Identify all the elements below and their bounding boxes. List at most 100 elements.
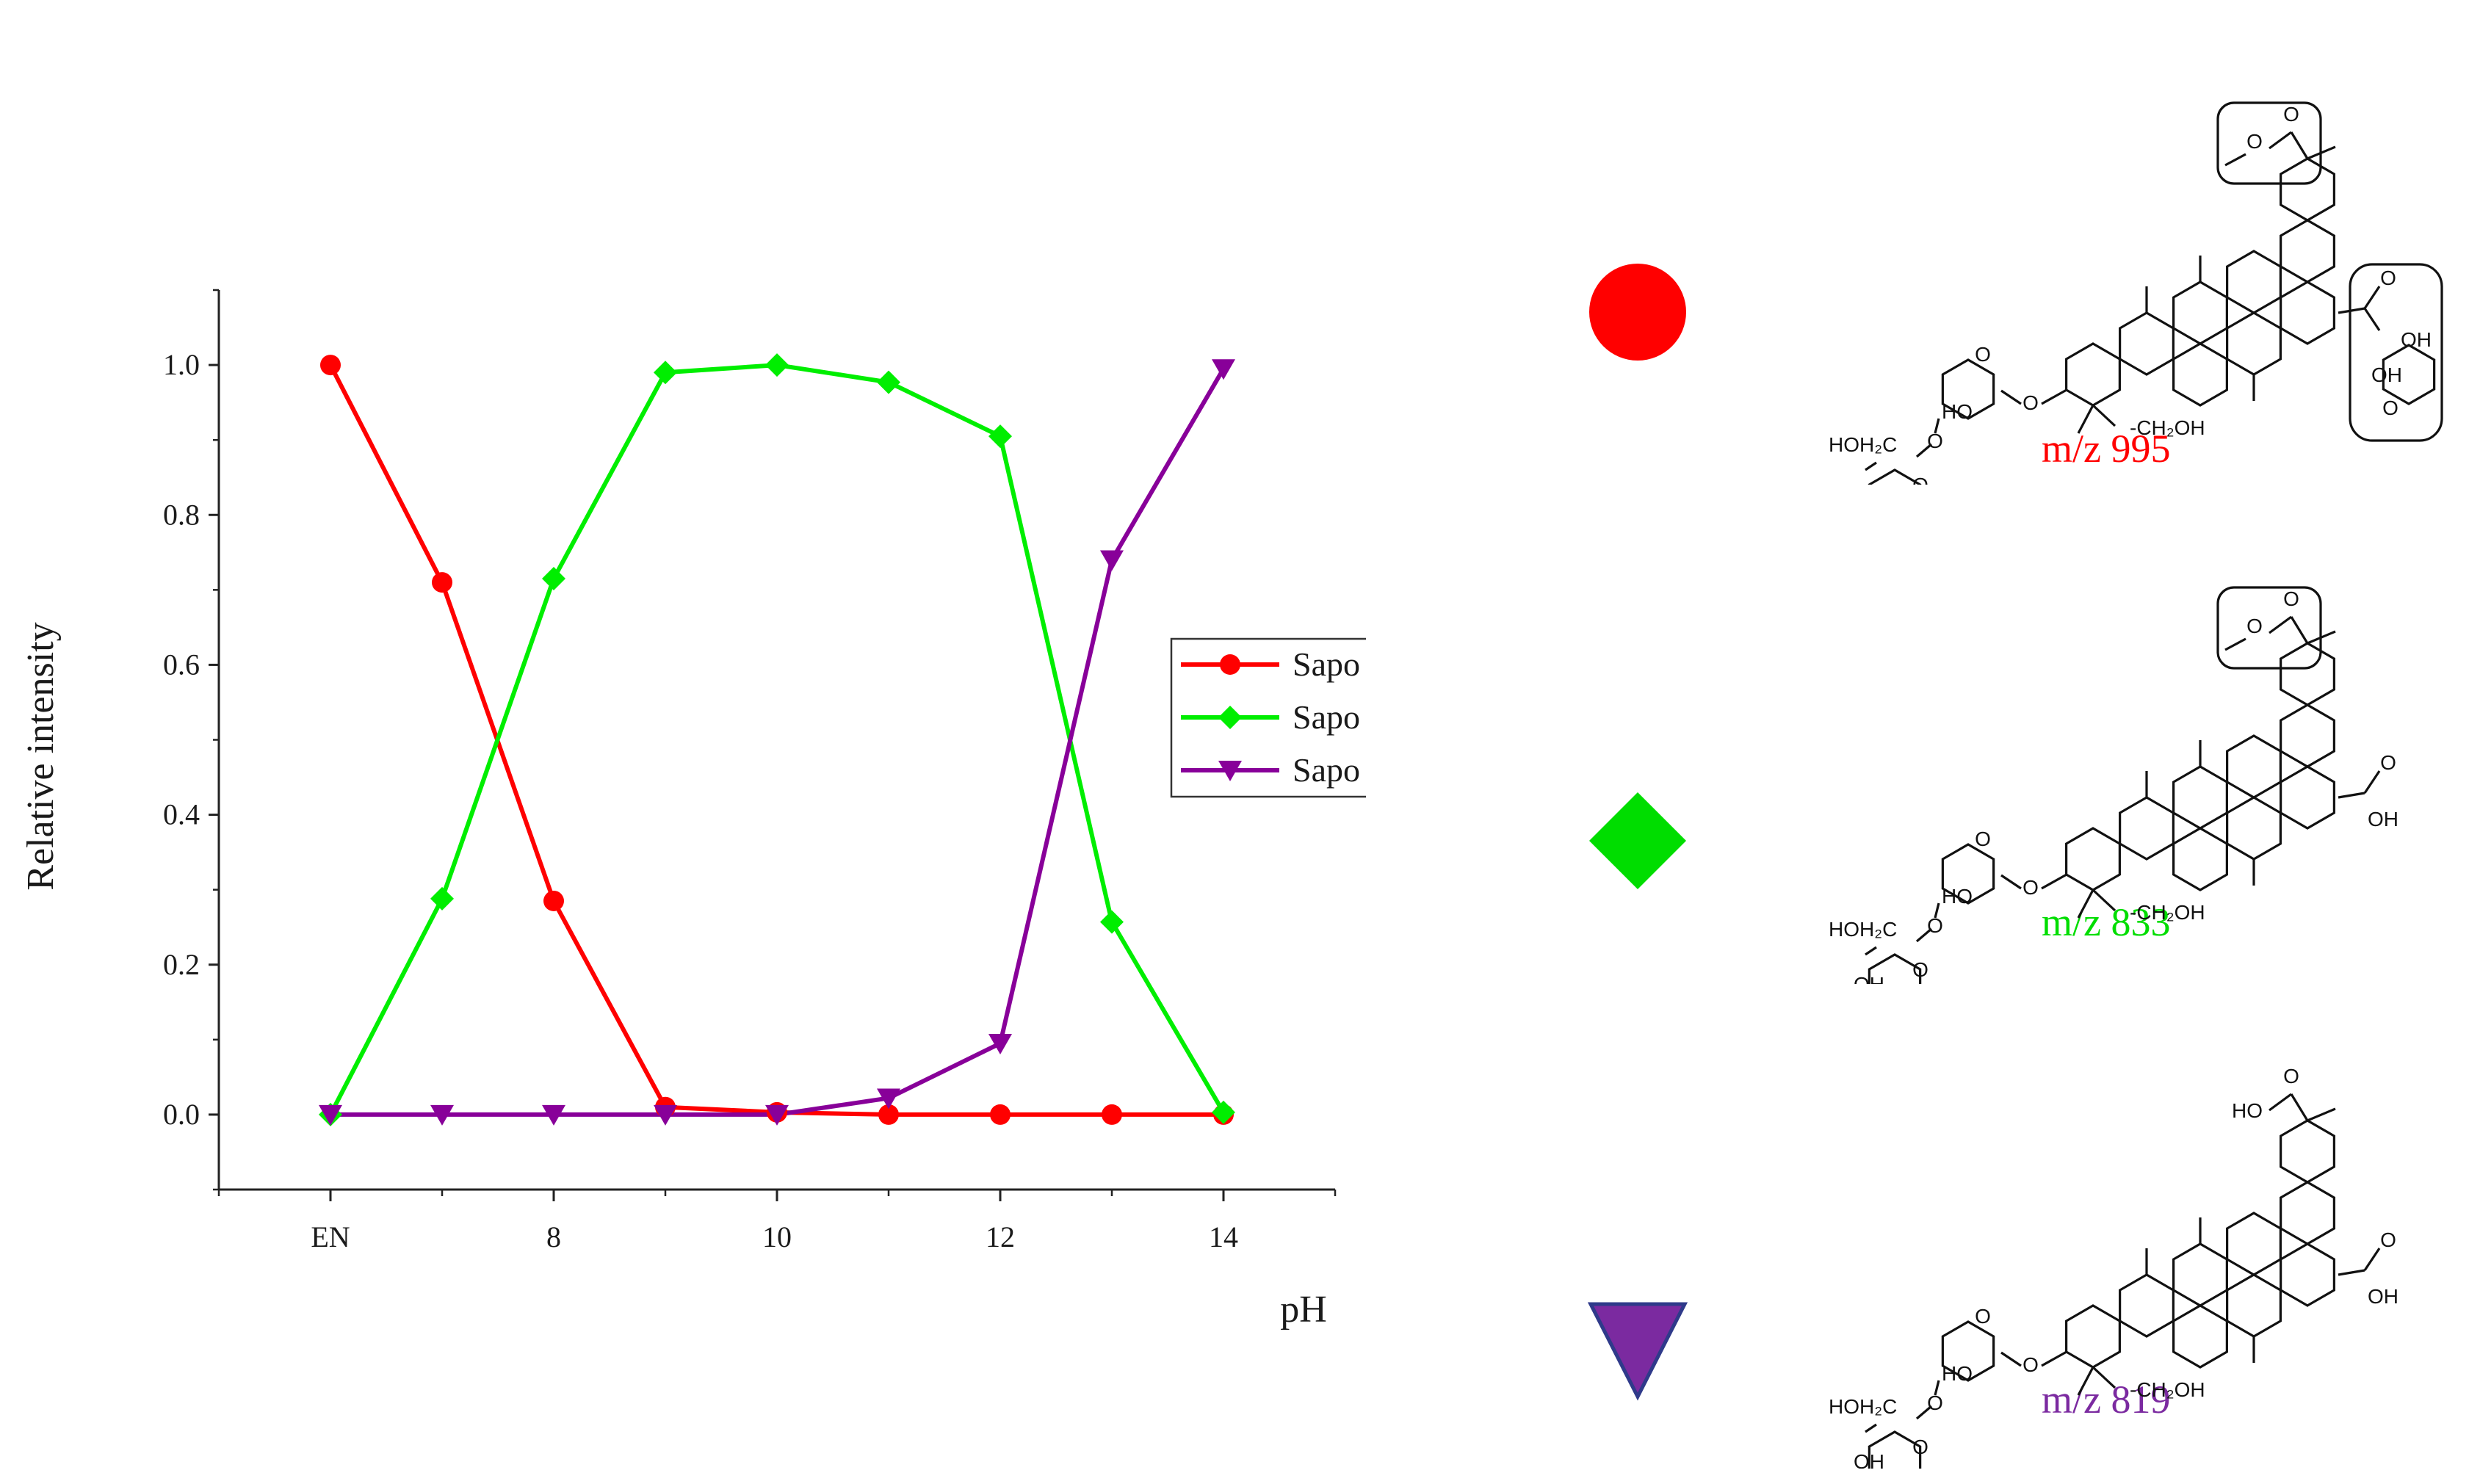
- series-1-point: [878, 1104, 899, 1125]
- glyco-bond: [2041, 388, 2067, 405]
- o-label: O: [2380, 1228, 2396, 1251]
- structure-skeleton: ‐CH₂OHOOHOOHOH₂COOHOHHOOHOOHOHOOO: [1829, 101, 2443, 485]
- o-label: O: [2246, 615, 2263, 637]
- methoxy-bond: [2224, 637, 2246, 651]
- ring-c: [2172, 342, 2228, 407]
- y-tick-label: 1.0: [163, 348, 200, 381]
- compound-3-structure: ‐CH₂OHOOHOOHOH₂COOHOHHOOHOOHOHO: [1829, 1065, 2398, 1469]
- series-1-point: [320, 355, 341, 376]
- o-label: O: [1912, 474, 1928, 485]
- c30-bond: [2290, 616, 2309, 644]
- series-line-1: [328, 363, 1223, 1117]
- ring-f: [2226, 1212, 2282, 1276]
- x-tick-label: 12: [986, 1220, 1015, 1253]
- ring-e: [2226, 796, 2282, 861]
- c28-bond: [2338, 1269, 2365, 1276]
- ring-f: [2226, 734, 2282, 799]
- compound-1-circle-symbol: [1589, 264, 1686, 361]
- ch2oh-label: ‐CH₂OH: [2130, 416, 2205, 439]
- ring-b: [2119, 1273, 2175, 1338]
- o-label: O: [2246, 130, 2263, 153]
- series-1-point: [990, 1104, 1011, 1125]
- oh-label: OH: [2401, 328, 2432, 351]
- series-3-point: [1212, 359, 1235, 380]
- glyco-bond: [2000, 1351, 2022, 1367]
- series-2-point: [877, 370, 900, 394]
- ring-a: [2065, 827, 2121, 891]
- glyco-bond: [2041, 873, 2067, 890]
- ch2-bond: [1865, 946, 1877, 956]
- series-3-point: [1100, 550, 1124, 571]
- ring-i: [2280, 642, 2335, 706]
- oh-label: OH: [2368, 1285, 2398, 1308]
- sugar-ring-2: [1868, 1430, 1922, 1469]
- ho-label: HO: [1942, 1362, 1973, 1385]
- o-label: O: [1912, 958, 1928, 981]
- link-bond: [1915, 1405, 1933, 1420]
- y-tick-label: 0.8: [163, 498, 200, 531]
- x-tick-label: 8: [546, 1220, 561, 1253]
- series-2-point: [765, 353, 789, 377]
- ring-b: [2119, 796, 2175, 861]
- compound-1-mz-label: m/z 995: [2042, 427, 2171, 471]
- series-2-point: [542, 567, 565, 591]
- y-tick-label: 0.0: [163, 1098, 200, 1131]
- series-2-point: [1212, 1100, 1235, 1124]
- o-label: O: [1975, 1305, 1991, 1328]
- x-tick-label: EN: [311, 1220, 350, 1253]
- o-label: O: [2283, 1065, 2299, 1087]
- y-tick-label: 0.6: [163, 648, 200, 681]
- c30-bond: [2269, 131, 2292, 150]
- o-label: O: [1927, 1391, 1943, 1414]
- o-label: O: [2380, 751, 2396, 774]
- link-bond: [1934, 418, 1940, 434]
- c28-bond: [2338, 307, 2365, 314]
- glyco-bond: [2000, 389, 2022, 405]
- methyl-bond: [2307, 630, 2336, 645]
- glyco-bond: [2041, 1350, 2067, 1367]
- ring-d: [2172, 280, 2228, 345]
- link-bond: [1915, 443, 1933, 458]
- sugar-ring-1: [1941, 358, 1995, 420]
- y-tick-label: 0.4: [163, 798, 200, 831]
- compound-1-structure: ‐CH₂OHOOHOOHOH₂COOHOHHOOHOOHOHOOO: [1829, 101, 2443, 485]
- series-line-2: [328, 363, 1226, 1116]
- series-markers: [319, 353, 1235, 1126]
- ester-sugar-ring: [2382, 344, 2436, 405]
- glyco-bond: [2000, 874, 2022, 890]
- o-label: O: [2022, 876, 2039, 899]
- c28-bond: [2363, 286, 2381, 309]
- oh-label: OH: [1879, 1466, 1910, 1469]
- legend-marker-1: [1220, 654, 1240, 675]
- methyl-bond: [2307, 1107, 2336, 1122]
- o-label: O: [2382, 397, 2398, 419]
- structure-skeleton: ‐CH₂OHOOHOOHOH₂COOHOHHOOHOOHOO: [1829, 586, 2398, 984]
- ch2oh-bond: [2092, 888, 2116, 912]
- ring-e: [2226, 1273, 2282, 1338]
- sugar-ring-2: [1868, 953, 1922, 984]
- o-label: O: [2283, 103, 2299, 126]
- chart-legend: Sapo B Sapo B' Sapo B'': [1170, 637, 1366, 798]
- ring-i: [2280, 157, 2335, 222]
- series-2-point: [654, 361, 677, 385]
- c28-bond: [2363, 308, 2381, 331]
- o-label: O: [1927, 914, 1943, 937]
- o-label: O: [2022, 1353, 2039, 1376]
- y-axis-label: Relative intensity: [20, 622, 62, 890]
- ch2oh-bond: [2092, 404, 2116, 427]
- c30-bond: [2269, 615, 2292, 634]
- series-1-point: [1102, 1104, 1122, 1125]
- ring-i: [2280, 1119, 2335, 1184]
- legend-label-1: Sapo B: [1293, 645, 1366, 683]
- compound-2-structure: ‐CH₂OHOOHOOHOH₂COOHOHHOOHOOHOO: [1829, 586, 2398, 984]
- ch2oh-bond: [2092, 1366, 2116, 1389]
- c28-bond: [2363, 1248, 2381, 1271]
- ho-label: HO: [1942, 400, 1973, 423]
- ring-g: [2280, 1242, 2335, 1307]
- o-label: O: [2022, 391, 2039, 414]
- series-3-point: [765, 1104, 789, 1126]
- oh-label: OH: [2371, 363, 2402, 386]
- ch2-bond: [1865, 1423, 1877, 1433]
- series-1-point: [432, 572, 452, 593]
- ring-h: [2280, 703, 2335, 768]
